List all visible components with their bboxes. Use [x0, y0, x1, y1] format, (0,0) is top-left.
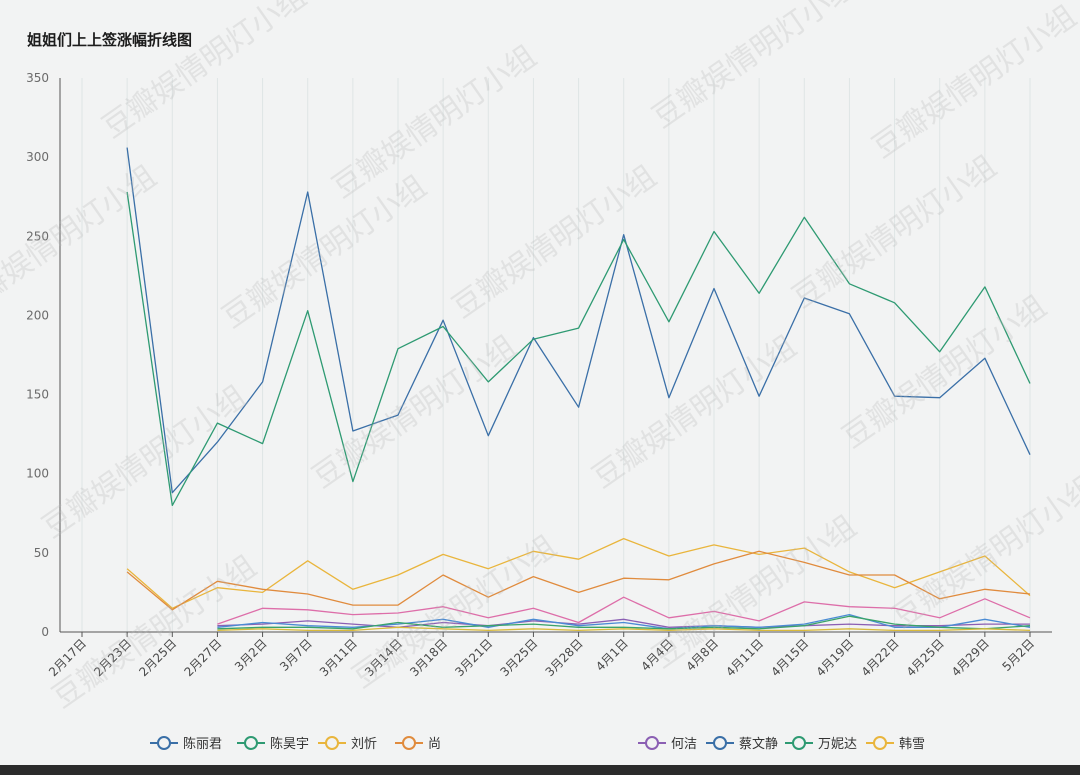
legend-label: 陈丽君 — [183, 736, 222, 752]
watermark-text: 豆瓣娱情明灯小组 — [36, 379, 253, 545]
watermark-text: 豆瓣娱情明灯小组 — [866, 0, 1080, 165]
x-tick-label: 3月28日 — [543, 636, 586, 679]
x-tick-label: 4月25日 — [904, 636, 947, 679]
legend-swatch-marker — [402, 736, 416, 750]
y-tick-label: 350 — [26, 71, 49, 85]
watermark-text: 豆瓣娱情明灯小组 — [836, 289, 1053, 455]
x-tick-label: 4月22日 — [859, 636, 902, 679]
x-tick-label: 3月2日 — [232, 636, 270, 674]
x-tick-label: 5月2日 — [999, 636, 1037, 674]
legend-label: 何洁 — [671, 736, 697, 752]
series-line — [217, 626, 1031, 632]
legend-swatch-marker — [645, 736, 659, 750]
series-line — [126, 147, 1031, 494]
series-line — [126, 191, 1031, 507]
watermark-text: 豆瓣娱情明灯小组 — [646, 0, 863, 135]
legend-swatch-marker — [244, 736, 258, 750]
y-tick-label: 250 — [26, 229, 49, 243]
x-tick-label: 3月21日 — [452, 636, 495, 679]
legend-label: 陈昊宇 — [270, 736, 309, 752]
watermark-text: 豆瓣娱情明灯小组 — [96, 0, 313, 145]
x-tick-label: 4月29日 — [949, 636, 992, 679]
y-tick-label: 200 — [26, 308, 49, 322]
y-tick-label: 300 — [26, 150, 49, 164]
watermark-text: 豆瓣娱情明灯小组 — [446, 159, 663, 325]
series-line — [217, 618, 1030, 628]
watermark-text: 豆瓣娱情明灯小组 — [886, 469, 1080, 635]
x-tick-label: 3月25日 — [497, 636, 540, 679]
legend-label: 刘忻 — [351, 737, 377, 752]
x-tick-label: 4月11日 — [723, 636, 766, 679]
y-tick-label: 0 — [41, 625, 49, 639]
series-line — [126, 550, 1031, 611]
y-tick-label: 50 — [34, 546, 49, 560]
legend-label: 尚 — [428, 737, 441, 752]
series-line — [217, 596, 1031, 625]
legend-label: 蔡文静 — [739, 737, 778, 752]
legend-label: 万妮达 — [818, 737, 857, 752]
x-tick-label: 2月27日 — [181, 636, 224, 679]
legend-swatch-marker — [157, 736, 171, 750]
legend-label: 韩雪 — [899, 737, 925, 752]
legend-swatch-marker — [325, 736, 339, 750]
legend-swatch-marker — [792, 736, 806, 750]
y-tick-label: 150 — [26, 388, 49, 402]
x-tick-label: 3月7日 — [277, 636, 315, 674]
chart-title: 姐姐们上上签涨幅折线图 — [27, 31, 193, 49]
legend-swatch-marker — [713, 736, 727, 750]
series-line — [217, 615, 1031, 630]
watermark-text: 豆瓣娱情明灯小组 — [326, 39, 543, 205]
series-line — [217, 613, 1031, 630]
watermark-text: 豆瓣娱情明灯小组 — [216, 169, 433, 335]
y-tick-label: 100 — [26, 467, 49, 481]
x-tick-label: 4月15日 — [768, 636, 811, 679]
watermark-text: 豆瓣娱情明灯小组 — [0, 159, 163, 325]
watermark-text: 豆瓣娱情明灯小组 — [586, 329, 803, 495]
legend-swatch-marker — [873, 736, 887, 750]
x-tick-label: 4月19日 — [813, 636, 856, 679]
x-tick-label: 4月1日 — [593, 636, 631, 674]
series-line — [126, 537, 1031, 609]
